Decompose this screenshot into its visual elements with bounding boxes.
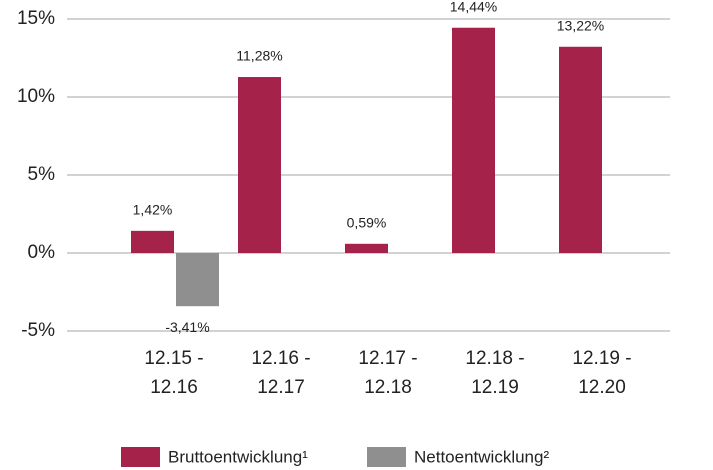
value-label: 13,22%: [557, 17, 604, 33]
value-label: -3,41%: [165, 319, 209, 335]
y-tick-label: 5%: [28, 164, 56, 185]
bar: [176, 253, 219, 307]
legend-swatch: [367, 447, 406, 467]
bar: [131, 230, 174, 253]
value-label: 1,42%: [133, 202, 173, 218]
legend-label: Bruttoentwicklung¹: [168, 447, 308, 466]
legend-label: Nettoentwicklung²: [414, 447, 549, 466]
x-tick-label: 12.18 - 12.19: [465, 348, 525, 398]
value-label: 0,59%: [347, 214, 387, 230]
y-tick-label: 15%: [17, 8, 55, 29]
y-tick-label: 10%: [17, 86, 55, 107]
legend-swatch: [121, 447, 160, 467]
x-tick-label: 12.16 - 12.17: [251, 348, 311, 398]
y-tick-label: 0%: [28, 242, 56, 263]
y-tick-label: -5%: [21, 320, 55, 341]
x-tick-label: 12.15 - 12.16: [144, 348, 204, 398]
x-tick-label: 12.17 - 12.18: [358, 348, 418, 398]
bar: [559, 46, 602, 253]
value-label: 11,28%: [236, 48, 282, 64]
bar: [345, 243, 388, 253]
x-tick-label: 12.19 - 12.20: [572, 348, 632, 398]
value-label: 14,44%: [450, 0, 497, 14]
bar: [452, 27, 495, 254]
bar: [238, 77, 281, 253]
